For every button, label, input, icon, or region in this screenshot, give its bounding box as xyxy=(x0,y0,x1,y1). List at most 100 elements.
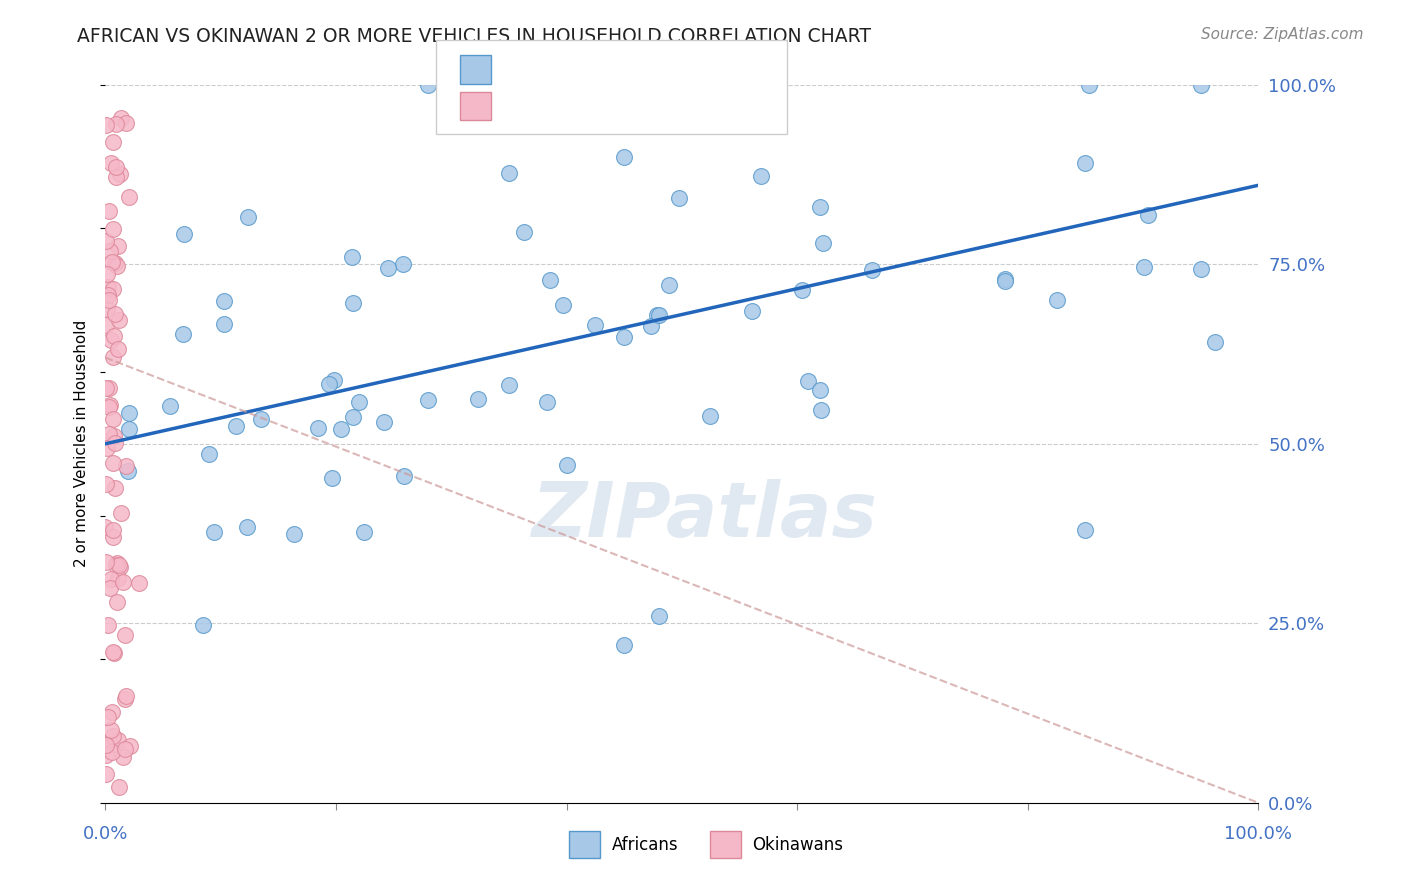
Point xyxy=(108,167,131,181)
Point xyxy=(467,392,489,406)
Point xyxy=(107,238,129,252)
Point xyxy=(96,739,118,753)
Point xyxy=(101,705,124,719)
Point xyxy=(613,149,636,164)
Point xyxy=(108,313,131,327)
Point xyxy=(96,767,118,781)
Point xyxy=(100,723,122,737)
Point xyxy=(862,262,884,277)
Point xyxy=(513,225,536,239)
Point xyxy=(108,559,131,574)
Point xyxy=(340,250,363,264)
Point xyxy=(1189,261,1212,276)
Point xyxy=(105,259,128,273)
Point xyxy=(191,618,214,632)
Point xyxy=(658,278,681,293)
Point xyxy=(100,572,122,586)
Point xyxy=(107,343,129,357)
Text: AFRICAN VS OKINAWAN 2 OR MORE VEHICLES IN HOUSEHOLD CORRELATION CHART: AFRICAN VS OKINAWAN 2 OR MORE VEHICLES I… xyxy=(77,27,872,45)
Point xyxy=(97,709,120,723)
Point xyxy=(107,571,129,585)
Point xyxy=(94,520,117,534)
Text: ZIPatlas: ZIPatlas xyxy=(531,479,877,552)
Text: 0.396: 0.396 xyxy=(544,61,599,78)
Point xyxy=(613,638,636,652)
Point xyxy=(1074,155,1097,169)
Point xyxy=(813,235,835,250)
Point xyxy=(173,227,195,241)
Point xyxy=(101,351,124,365)
Text: Source: ZipAtlas.com: Source: ZipAtlas.com xyxy=(1201,27,1364,42)
Text: N =: N = xyxy=(593,97,633,115)
Point xyxy=(101,136,124,150)
Point xyxy=(583,318,606,332)
Point xyxy=(103,328,125,343)
Point xyxy=(392,469,415,483)
Point xyxy=(647,308,669,322)
Point xyxy=(1074,523,1097,537)
Point xyxy=(104,307,127,321)
Point xyxy=(104,117,127,131)
Point xyxy=(101,645,124,659)
Point xyxy=(94,748,117,763)
Point xyxy=(1046,293,1069,308)
Point xyxy=(250,411,273,425)
Text: Okinawans: Okinawans xyxy=(752,836,844,854)
Point xyxy=(699,409,721,423)
Point xyxy=(97,288,120,302)
Point xyxy=(114,115,136,129)
Point xyxy=(107,558,129,573)
Text: -0.047: -0.047 xyxy=(541,97,603,115)
Point xyxy=(96,302,118,317)
Point xyxy=(97,293,120,307)
Text: 79: 79 xyxy=(628,97,652,115)
Point xyxy=(808,200,831,214)
Point xyxy=(214,317,236,331)
Point xyxy=(114,692,136,706)
Point xyxy=(810,402,832,417)
Point xyxy=(796,374,818,388)
Point xyxy=(115,458,138,473)
Point xyxy=(648,308,671,322)
Point xyxy=(1137,208,1160,222)
Point xyxy=(418,393,440,408)
Point xyxy=(323,373,346,387)
Point xyxy=(98,426,121,441)
Point xyxy=(97,618,120,632)
Point xyxy=(741,303,763,318)
Point xyxy=(342,410,364,425)
Point xyxy=(118,190,141,204)
Point xyxy=(97,400,120,414)
Text: 71: 71 xyxy=(628,61,652,78)
Point xyxy=(105,595,128,609)
Point xyxy=(118,739,141,753)
Point xyxy=(1204,335,1226,350)
Point xyxy=(103,530,125,544)
Point xyxy=(98,398,121,412)
Point xyxy=(159,399,181,413)
Point xyxy=(103,222,125,236)
Text: 100.0%: 100.0% xyxy=(1225,825,1292,843)
Point xyxy=(105,558,128,572)
Point xyxy=(94,119,117,133)
Point xyxy=(128,575,150,590)
Point xyxy=(283,527,305,541)
Point xyxy=(97,279,120,293)
Point xyxy=(96,477,118,491)
Point xyxy=(790,284,813,298)
Point xyxy=(994,273,1017,287)
Point xyxy=(98,244,121,258)
Point xyxy=(536,395,558,409)
Point xyxy=(538,272,561,286)
Point xyxy=(96,555,118,569)
Point xyxy=(111,750,134,764)
Text: R =: R = xyxy=(502,97,540,115)
Point xyxy=(318,377,340,392)
Point xyxy=(107,780,129,794)
Point xyxy=(117,464,139,478)
Point xyxy=(994,271,1017,285)
Point xyxy=(238,210,260,224)
Point xyxy=(808,384,831,398)
Point xyxy=(613,330,636,344)
Point xyxy=(640,318,662,333)
